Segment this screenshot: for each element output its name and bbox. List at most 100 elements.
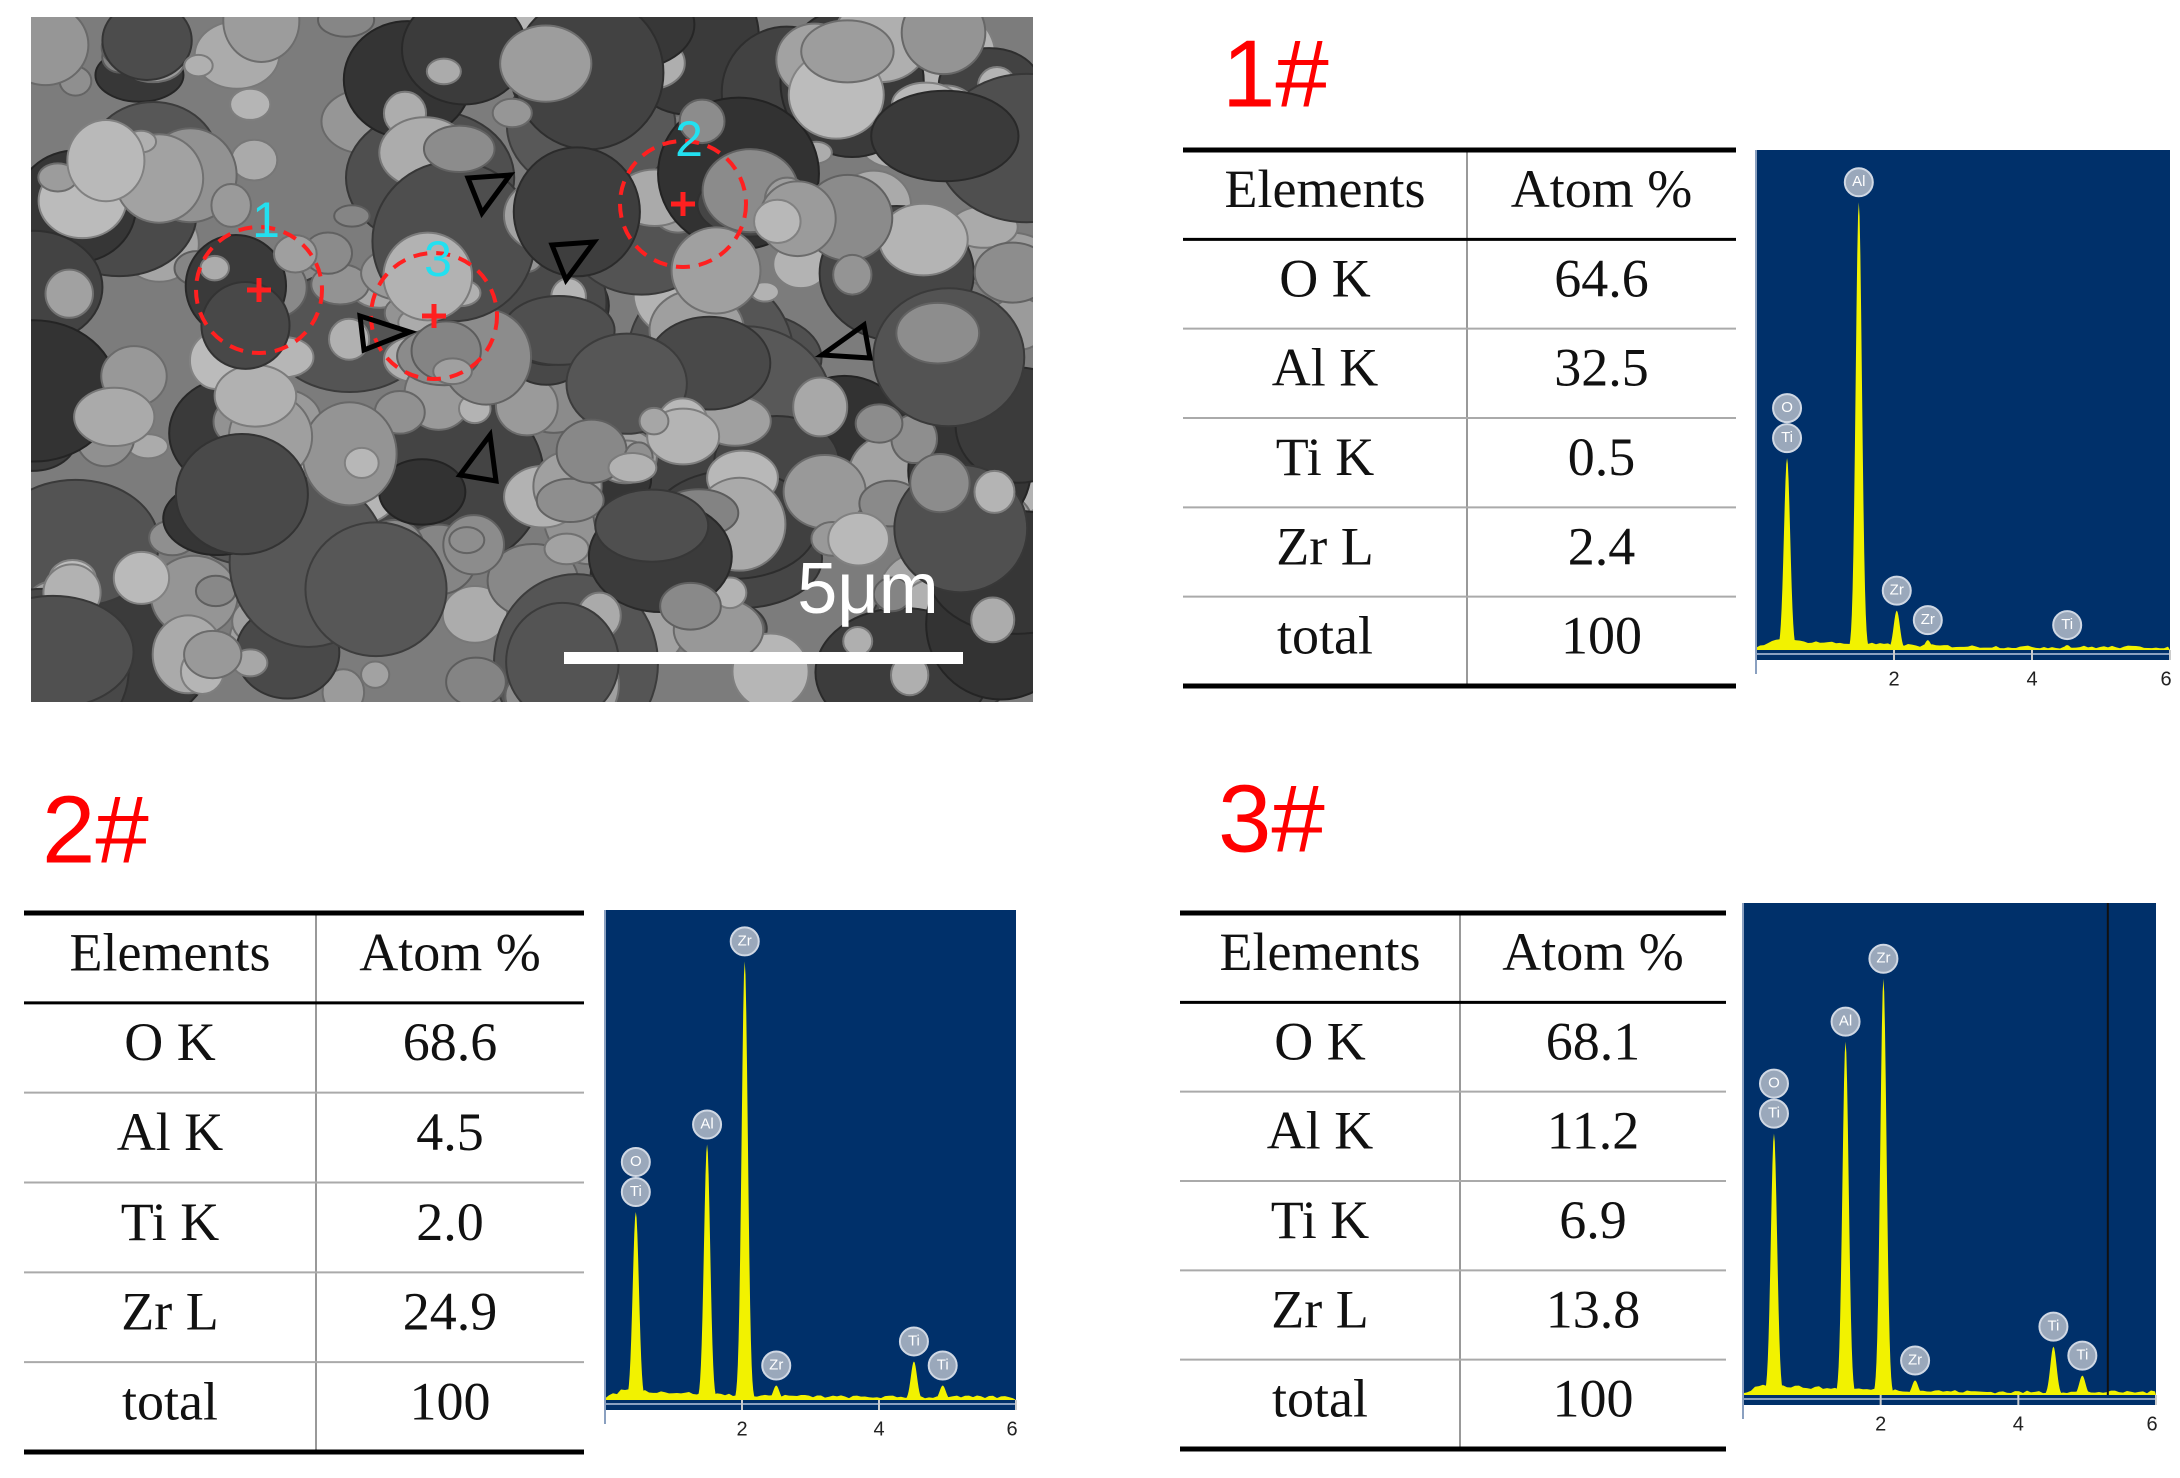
grain (183, 53, 214, 78)
grain (31, 17, 90, 87)
peak-label: Ti (937, 1357, 949, 1374)
table-cell: 2.4 (1568, 516, 1636, 576)
grain (432, 357, 473, 386)
peak-label: Ti (1768, 1105, 1780, 1122)
sem-overlay: 1 2 3 5μm (194, 111, 963, 664)
grain (973, 241, 1033, 304)
arrowhead (464, 172, 516, 219)
peak-bubble (1868, 943, 1899, 974)
grain (512, 146, 641, 278)
table-cell: 100 (410, 1371, 491, 1431)
table-cell: 11.2 (1547, 1101, 1640, 1161)
grain (44, 268, 94, 319)
table-cell: 32.5 (1554, 338, 1649, 398)
x-tick-label: 4 (2026, 668, 2037, 690)
peak-bubble (2052, 610, 2083, 641)
table-cell: Ti K (121, 1192, 220, 1252)
panel-title: 1# (1222, 20, 1329, 127)
grain (174, 433, 309, 556)
peak (930, 1385, 956, 1400)
peak-label: Zr (1921, 611, 1935, 628)
peak-label: Zr (1908, 1351, 1922, 1368)
table-cell: Al K (117, 1102, 224, 1162)
x-tick-label: 4 (873, 1418, 884, 1440)
grain (970, 596, 1016, 644)
table-cell: Zr L (1271, 1279, 1368, 1339)
peak-label: Ti (2061, 616, 2073, 633)
x-tick-label: 4 (2013, 1413, 2024, 1435)
grain (199, 254, 230, 282)
sem-image (31, 17, 1033, 702)
peak-bubble (927, 1350, 958, 1381)
header-cell: Elements (1220, 922, 1421, 982)
peak-label: O (1768, 1075, 1780, 1092)
panel: 2# Elements Atom % O K 68.6 Al K 4.5 Ti K 2.0 Zr … (24, 776, 1018, 1455)
header-cell: Elements (1225, 159, 1426, 219)
table-cell: total (1272, 1369, 1368, 1429)
peak-bubble (1758, 1068, 1789, 1099)
table-cell: 2.0 (416, 1192, 484, 1252)
peak-label: Zr (1890, 582, 1904, 599)
grain (229, 87, 272, 121)
grain (304, 521, 448, 658)
arrowheads (357, 172, 874, 485)
spot-circle (194, 225, 324, 355)
arrowhead (357, 312, 418, 354)
grain (594, 488, 710, 563)
spot-label: 2 (675, 111, 703, 167)
grain (230, 138, 279, 182)
grain (827, 511, 890, 567)
table-cell: Zr L (121, 1282, 218, 1342)
peak-bubble (620, 1177, 651, 1208)
grain (753, 198, 802, 244)
grain (792, 376, 849, 438)
table-cell: total (1277, 606, 1373, 666)
x-tick-label: 2 (736, 1418, 747, 1440)
table-cell: 24.9 (403, 1282, 498, 1342)
table-cell: 68.6 (403, 1012, 498, 1072)
panel: 1# Elements Atom % O K 64.6 Al K 32.5 Ti K 0.5 Zr… (1183, 20, 2172, 690)
peak (732, 961, 758, 1400)
table-cell: O K (124, 1012, 216, 1072)
grain (800, 19, 895, 84)
panel-title: 3# (1218, 765, 1325, 872)
grain (194, 574, 237, 608)
spot-label: 3 (424, 231, 452, 287)
peak-label: Zr (1876, 950, 1890, 967)
peak (1833, 1041, 1858, 1395)
spectrum-background (1743, 903, 2156, 1405)
x-tick-label: 6 (1006, 1418, 1017, 1440)
grain (909, 453, 971, 514)
grain (973, 469, 1016, 514)
peak-bubble (1912, 605, 1943, 636)
peak (694, 1144, 720, 1400)
header-cell: Atom % (359, 922, 541, 982)
grain (659, 581, 722, 631)
peak-bubble (898, 1326, 929, 1357)
grain (872, 576, 912, 613)
table-cell: Al K (1272, 338, 1379, 398)
x-tick-label: 6 (2160, 668, 2171, 690)
grain (670, 226, 762, 315)
peak-label: Al (1839, 1013, 1852, 1030)
table-cell: Ti K (1276, 427, 1375, 487)
grain (333, 204, 371, 228)
grain (317, 17, 376, 38)
table-cell: 13.8 (1546, 1279, 1641, 1339)
grain (900, 17, 987, 76)
panel: 3# Elements Atom % O K 68.1 Al K 11.2 Ti K 6.9 Zr… (1180, 765, 2158, 1452)
peak-label: O (630, 1153, 642, 1170)
peak-bubble (761, 1350, 792, 1381)
grain (638, 406, 670, 436)
grain (895, 301, 981, 365)
peak-label: Ti (2076, 1347, 2088, 1364)
header-cell: Elements (70, 922, 271, 982)
peak-bubble (1772, 423, 1803, 454)
spectrum-background (1756, 150, 2170, 660)
grain (213, 363, 298, 428)
peak (1846, 202, 1872, 650)
peak-label: Zr (738, 932, 752, 949)
x-tick-label: 2 (1875, 1413, 1886, 1435)
spot-circle (618, 139, 748, 269)
grain (31, 594, 135, 702)
